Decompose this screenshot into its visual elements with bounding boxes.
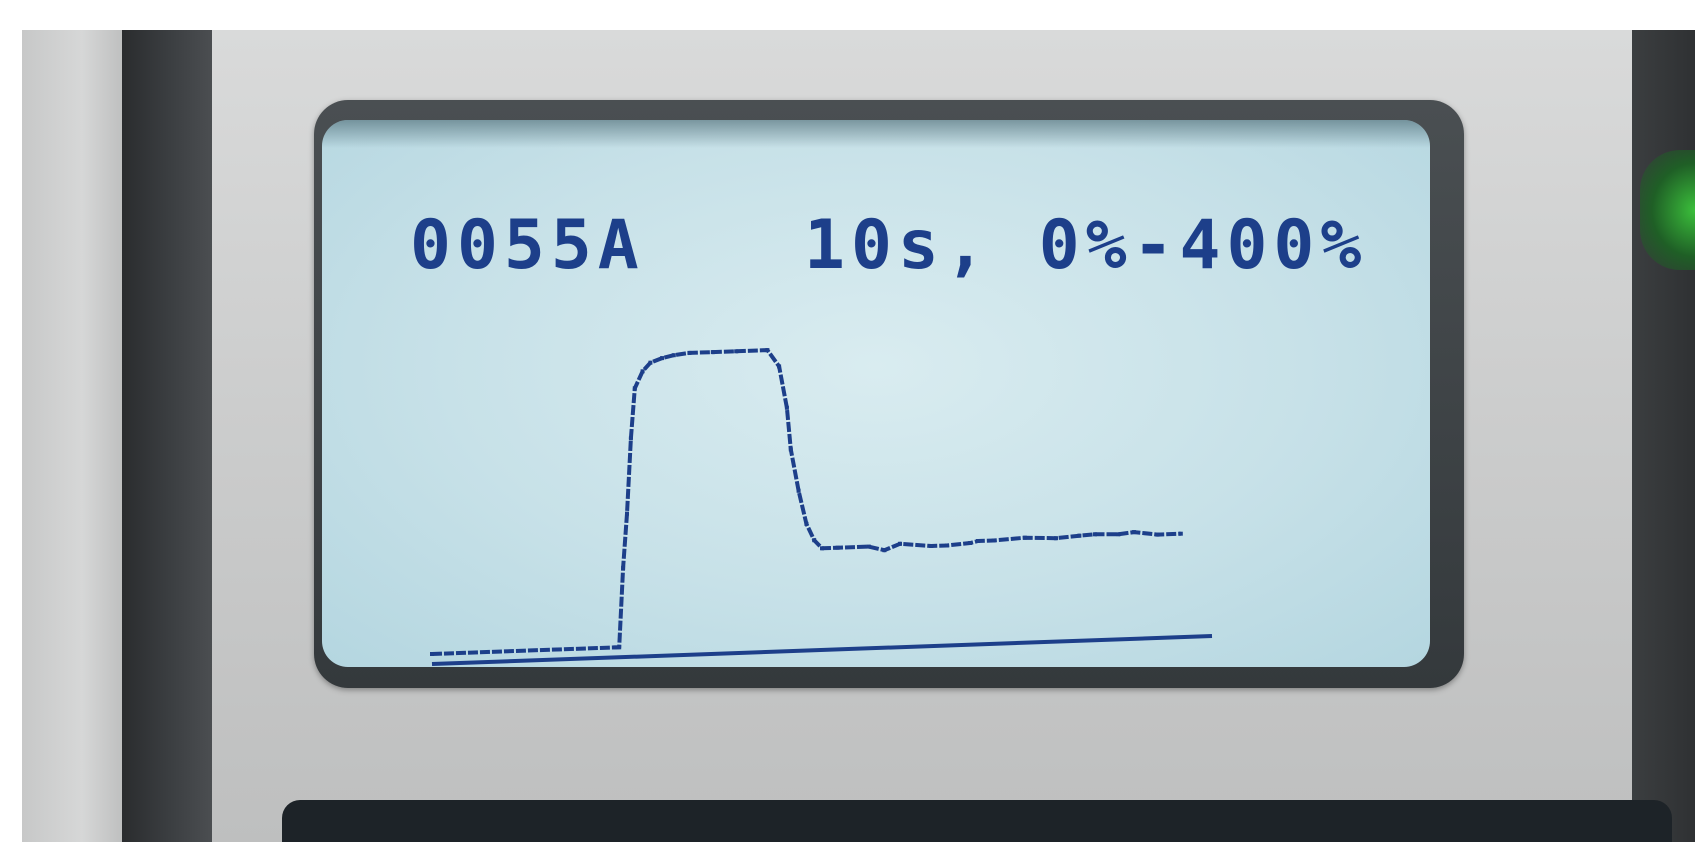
trace-point — [898, 541, 902, 546]
trace-point — [944, 543, 949, 548]
trace-point — [882, 548, 887, 553]
trace-point — [687, 350, 692, 355]
trace-point — [734, 349, 739, 354]
trace-point — [1093, 532, 1097, 537]
device-bezel — [122, 30, 212, 842]
trace-point — [640, 369, 645, 374]
device-left-edge — [22, 30, 122, 842]
trace-point — [1116, 532, 1121, 537]
trace-point — [788, 447, 793, 452]
trace-point — [430, 652, 434, 656]
trace-point — [991, 538, 996, 543]
trace-point — [1132, 530, 1136, 535]
trace-point — [784, 405, 789, 410]
trace-point — [1054, 536, 1058, 541]
current-readout: 0055A — [410, 206, 645, 285]
baseline-axis — [431, 634, 1213, 666]
scale-readout: 10s, 0%-400% — [804, 206, 1368, 285]
trace-point — [929, 544, 934, 548]
lower-display-bezel — [282, 800, 1672, 842]
trace-point — [613, 645, 618, 650]
trace-point — [812, 538, 817, 543]
trace-point — [1077, 533, 1082, 538]
trace-point — [1022, 535, 1027, 540]
trace-point — [765, 348, 770, 353]
trace-point — [1178, 531, 1183, 536]
trace-point — [866, 544, 871, 549]
trace-point — [617, 645, 622, 650]
trace-point — [625, 511, 629, 516]
status-light-icon — [1640, 150, 1695, 270]
trace-point — [777, 364, 782, 369]
device-right-strip — [1632, 30, 1695, 842]
device-photo: 0055A 10s, 0%-400% — [22, 30, 1695, 842]
trace-point — [628, 436, 633, 441]
trace-point — [804, 521, 809, 526]
trace-point — [621, 565, 626, 570]
trace-layer — [430, 348, 1213, 666]
lcd-screen: 0055A 10s, 0%-400% — [322, 120, 1430, 667]
trace-point — [835, 545, 840, 550]
trace-point — [968, 541, 973, 545]
lcd-shadow — [322, 120, 1430, 148]
current-trace-line — [431, 348, 1181, 656]
trace-point — [671, 353, 676, 358]
trace-point — [796, 488, 801, 493]
trace-point — [976, 539, 980, 543]
trace-point — [632, 386, 637, 391]
waveform-chart — [430, 348, 1213, 666]
trace-point — [820, 546, 824, 551]
trace-point — [1155, 532, 1160, 537]
trace-point — [648, 360, 653, 365]
trace-point — [710, 350, 715, 355]
trace-point — [660, 356, 665, 361]
